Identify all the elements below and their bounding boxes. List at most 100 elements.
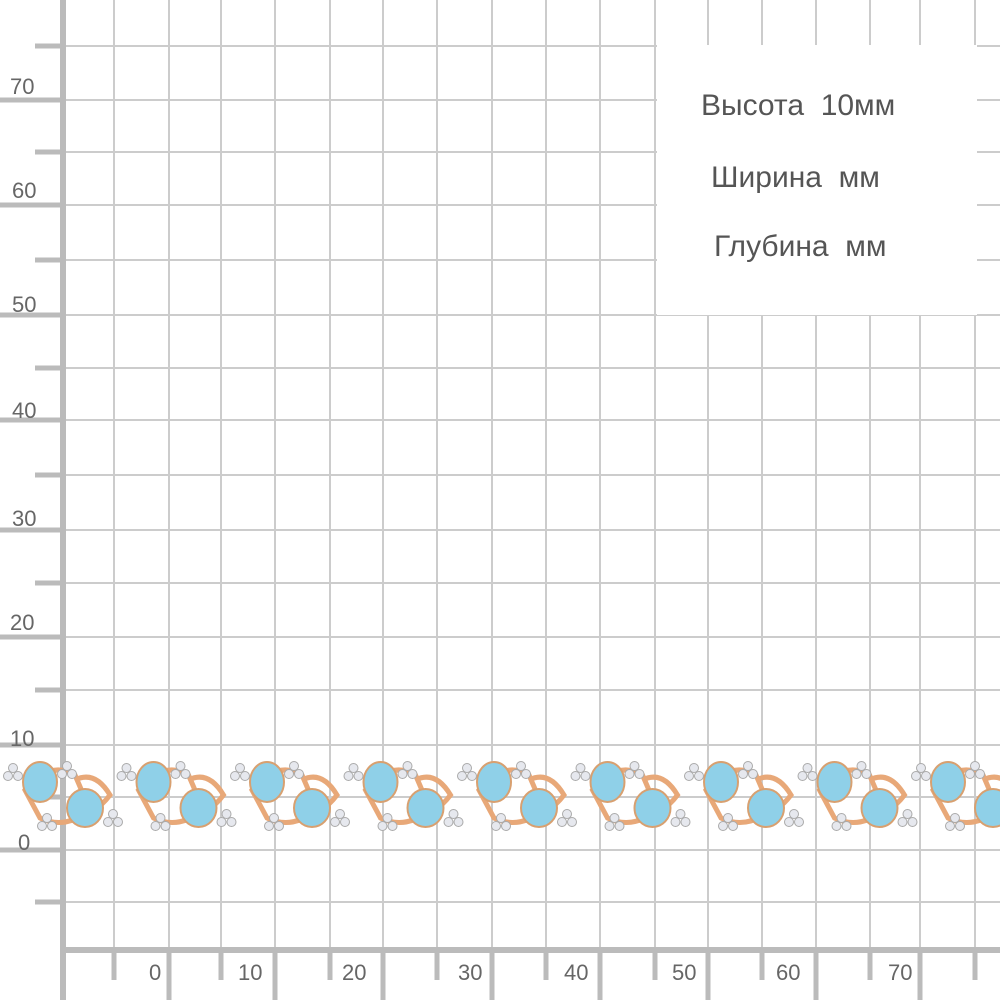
diamond (37, 821, 47, 831)
diamond (738, 769, 748, 779)
diamond (670, 817, 681, 827)
blue-topaz (362, 761, 399, 803)
bracelet-link (457, 761, 577, 831)
diamond (221, 809, 232, 819)
diamond (521, 769, 531, 779)
bracelet-link (684, 761, 804, 831)
diamond (330, 817, 340, 827)
diamond (226, 817, 237, 827)
diamond (180, 769, 191, 779)
diamond (689, 763, 699, 773)
diamond (443, 817, 454, 827)
diamond (797, 771, 808, 781)
y-label-40: 40 (12, 398, 37, 423)
diamond (3, 771, 13, 781)
diamond (580, 771, 591, 781)
blue-topaz (860, 788, 899, 828)
blue-topaz (66, 788, 104, 828)
diamond (113, 817, 123, 827)
diamond (170, 769, 181, 779)
diamond (694, 771, 704, 781)
diamond (353, 771, 364, 781)
diamond (950, 813, 960, 823)
diamond (8, 763, 18, 773)
diamond (13, 771, 23, 781)
diamond (108, 809, 118, 819)
diamond (457, 771, 467, 781)
diamond (377, 821, 388, 831)
y-label-30: 30 (12, 506, 37, 531)
diamond (216, 817, 227, 827)
diamond (921, 771, 931, 781)
y-label-70: 70 (10, 74, 35, 99)
blue-topaz (816, 761, 853, 803)
diamond (718, 821, 728, 831)
blue-topaz (589, 761, 626, 803)
diamond (614, 821, 625, 831)
diamond (975, 769, 985, 779)
diamond (856, 761, 867, 771)
bracelet-link (230, 761, 350, 831)
x-label-40: 40 (564, 960, 589, 985)
x-label-20: 20 (342, 960, 367, 985)
diamond (945, 821, 955, 831)
diamond (897, 817, 908, 827)
diamond (604, 821, 615, 831)
diamond (116, 771, 127, 781)
x-label-10: 10 (238, 960, 263, 985)
depth-dimension: Глубина мм (714, 230, 887, 263)
diamond (634, 769, 645, 779)
diamond (235, 763, 245, 773)
diamond (841, 821, 852, 831)
diamond (175, 761, 186, 771)
width-dimension: Ширина мм (711, 161, 880, 194)
diamond (348, 763, 359, 773)
diamond (62, 761, 72, 771)
diamond (269, 813, 279, 823)
diamond (160, 821, 171, 831)
diamond (501, 821, 511, 831)
diamond (294, 769, 304, 779)
diamond (284, 769, 294, 779)
diamond (955, 821, 965, 831)
y-label-10: 10 (10, 726, 35, 751)
x-label-50: 50 (672, 960, 697, 985)
x-label-30: 30 (458, 960, 483, 985)
diamond (748, 769, 758, 779)
diamond (723, 813, 733, 823)
diamond (289, 761, 299, 771)
x-label-70: 70 (888, 960, 913, 985)
diamond (907, 817, 918, 827)
diamond (42, 813, 52, 823)
diamond (784, 817, 794, 827)
x-label-0: 0 (149, 960, 162, 985)
bracelet-link (3, 761, 123, 831)
diamond (851, 769, 862, 779)
diamond (902, 809, 913, 819)
diamond (387, 821, 398, 831)
blue-topaz (633, 788, 672, 828)
diamond (516, 761, 526, 771)
diamond (728, 821, 738, 831)
x-label-60: 60 (776, 960, 801, 985)
blue-topaz (974, 788, 1000, 828)
bracelet-link (116, 761, 237, 831)
blue-topaz (22, 761, 58, 803)
y-label-50: 50 (12, 292, 37, 317)
y-label-20: 20 (10, 610, 35, 635)
diamond (448, 809, 459, 819)
blue-topaz (476, 761, 512, 803)
diamond (861, 769, 872, 779)
bracelet-link (911, 761, 1000, 831)
diamond (511, 769, 521, 779)
dimensions-panel: Высота 10мм Ширина мм Глубина мм (657, 45, 977, 315)
blue-topaz (520, 788, 558, 828)
diamond (402, 761, 413, 771)
diamond (264, 821, 274, 831)
diamond (335, 809, 345, 819)
diamond (680, 817, 691, 827)
diamond (624, 769, 635, 779)
diamond (567, 817, 577, 827)
diamond (794, 817, 804, 827)
